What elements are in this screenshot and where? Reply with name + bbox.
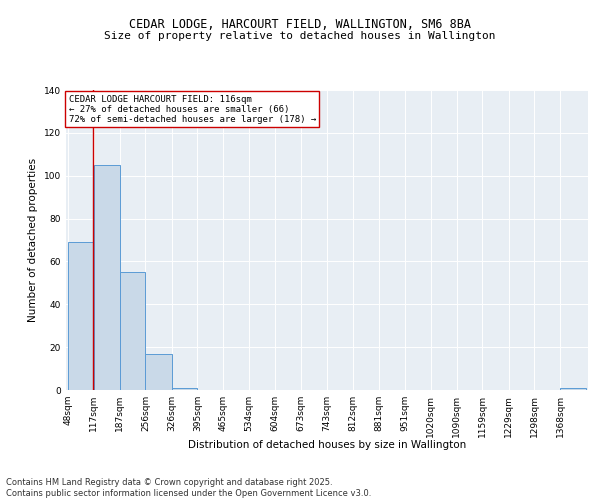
Text: CEDAR LODGE HARCOURT FIELD: 116sqm
← 27% of detached houses are smaller (66)
72%: CEDAR LODGE HARCOURT FIELD: 116sqm ← 27%… <box>68 94 316 124</box>
Bar <box>68 242 94 390</box>
Bar <box>145 354 172 390</box>
Bar <box>120 272 145 390</box>
Y-axis label: Number of detached properties: Number of detached properties <box>28 158 38 322</box>
Text: Size of property relative to detached houses in Wallington: Size of property relative to detached ho… <box>104 31 496 41</box>
X-axis label: Distribution of detached houses by size in Wallington: Distribution of detached houses by size … <box>188 440 466 450</box>
Text: CEDAR LODGE, HARCOURT FIELD, WALLINGTON, SM6 8BA: CEDAR LODGE, HARCOURT FIELD, WALLINGTON,… <box>129 18 471 30</box>
Text: Contains HM Land Registry data © Crown copyright and database right 2025.
Contai: Contains HM Land Registry data © Crown c… <box>6 478 371 498</box>
Bar <box>94 165 120 390</box>
Bar <box>560 388 586 390</box>
Bar <box>172 388 197 390</box>
